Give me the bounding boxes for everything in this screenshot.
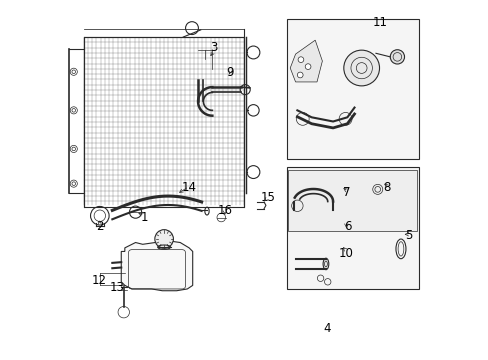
Text: 11: 11 [372, 16, 387, 29]
Text: 7: 7 [342, 186, 349, 199]
Text: 12: 12 [91, 274, 106, 287]
Bar [286, 19, 418, 158]
Text: 3: 3 [210, 41, 217, 54]
Text: 4: 4 [322, 322, 330, 335]
Text: 5: 5 [404, 229, 412, 242]
Text: 14: 14 [181, 181, 196, 194]
Ellipse shape [323, 258, 328, 270]
Circle shape [389, 50, 404, 64]
Text: 10: 10 [338, 247, 353, 260]
Circle shape [298, 57, 303, 63]
Circle shape [155, 230, 173, 248]
Circle shape [343, 50, 379, 86]
Text: 2: 2 [96, 220, 103, 233]
Text: 13: 13 [109, 281, 124, 294]
Text: 1: 1 [141, 211, 148, 224]
Polygon shape [290, 40, 322, 82]
Text: 16: 16 [217, 204, 232, 217]
Text: 9: 9 [226, 66, 233, 79]
Text: 15: 15 [260, 192, 275, 204]
Circle shape [305, 64, 310, 69]
Circle shape [297, 72, 303, 78]
Polygon shape [121, 241, 192, 291]
Text: 6: 6 [344, 220, 351, 233]
Text: 8: 8 [383, 181, 390, 194]
Bar [286, 167, 418, 289]
Bar [288, 170, 416, 231]
